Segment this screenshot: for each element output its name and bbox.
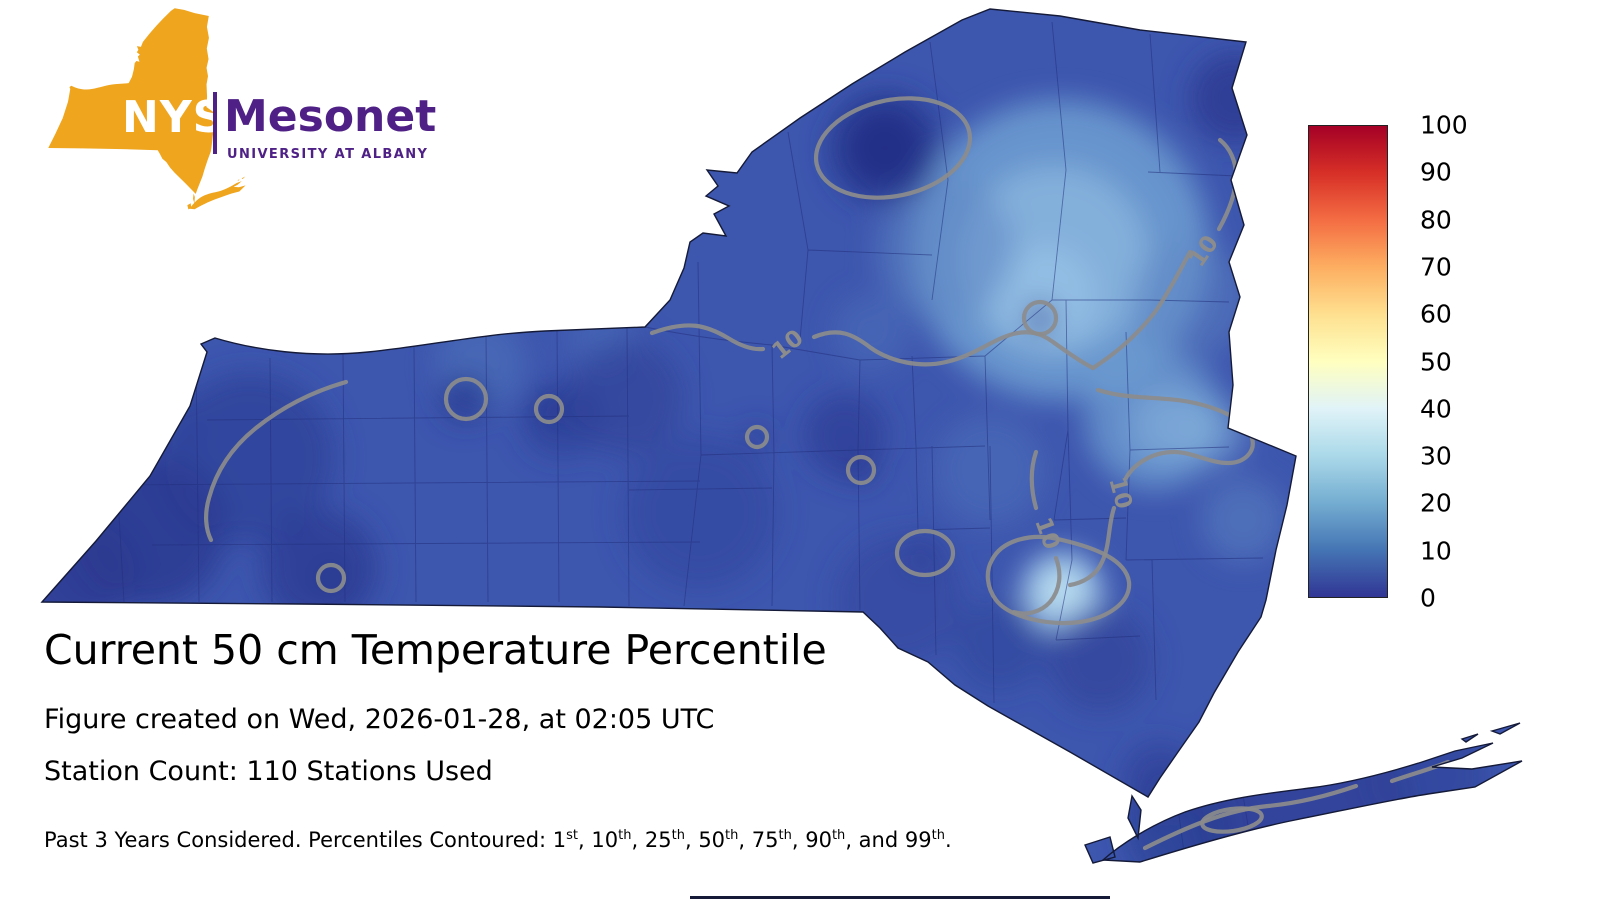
- colorbar-tick-60: 60: [1420, 299, 1452, 329]
- footer-ordinal-base: 75: [751, 828, 779, 852]
- page-title: Current 50 cm Temperature Percentile: [44, 626, 827, 674]
- colorbar-tick-50: 50: [1420, 347, 1452, 377]
- footer-ordinal-sup: th: [725, 828, 739, 843]
- footer-separator: ,: [684, 828, 699, 852]
- footer-ordinal-sup: th: [618, 828, 632, 843]
- logo-university-text: UNIVERSITY AT ALBANY: [227, 147, 429, 162]
- colorbar-tick-30: 30: [1420, 441, 1452, 471]
- footer-separator: .: [944, 828, 952, 852]
- footer-prefix: Past 3 Years Considered. Percentiles Con…: [44, 828, 553, 852]
- colorbar-tick-0: 0: [1420, 583, 1436, 613]
- colorbar-tick-10: 10: [1420, 536, 1452, 566]
- footer-ordinal-sup: st: [566, 828, 579, 843]
- footer-ordinal: 1st,: [553, 828, 592, 852]
- footer-ordinal-base: 10: [591, 828, 619, 852]
- footer-ordinal-sup: th: [931, 828, 945, 843]
- footer-ordinal: 75th,: [752, 828, 805, 852]
- logo-mesonet-text: Mesonet: [224, 91, 437, 142]
- footer-separator: ,: [578, 828, 592, 852]
- logo-nys-text: NYS: [122, 92, 226, 143]
- footer-ordinal: 25th,: [645, 828, 698, 852]
- colorbar-gradient: [1308, 125, 1388, 598]
- footer-ordinal: 10th,: [591, 828, 644, 852]
- footer-separator: , and: [845, 828, 905, 852]
- colorbar-tick-20: 20: [1420, 488, 1452, 518]
- figure-created-line: Figure created on Wed, 2026-01-28, at 02…: [44, 704, 715, 735]
- footer-ordinal-sup: th: [671, 828, 685, 843]
- footer-ordinal: 99th.: [905, 828, 952, 852]
- station-count-line: Station Count: 110 Stations Used: [44, 756, 493, 787]
- colorbar-tick-40: 40: [1420, 394, 1452, 424]
- footer-note: Past 3 Years Considered. Percentiles Con…: [44, 828, 952, 852]
- colorbar-tick-90: 90: [1420, 157, 1452, 187]
- logo-divider: [213, 92, 217, 154]
- colorbar-tick-80: 80: [1420, 205, 1452, 235]
- footer-ordinal-sup: th: [778, 828, 792, 843]
- percentile-contours: [204, 96, 1451, 851]
- footer-ordinal-base: 99: [904, 828, 932, 852]
- colorbar-tick-100: 100: [1420, 110, 1468, 140]
- footer-ordinal: 90th, and: [805, 828, 905, 852]
- footer-ordinal-sup: th: [831, 828, 846, 843]
- footer-ordinal-base: 50: [698, 828, 726, 852]
- footer-ordinal-base: 90: [805, 828, 832, 852]
- colorbar-tick-70: 70: [1420, 252, 1452, 282]
- footer-ordinal: 50th,: [698, 828, 751, 852]
- colorbar: 100 90 80 70 60 50 40 30 20 10 0: [1308, 113, 1508, 611]
- footer-separator: ,: [738, 828, 752, 852]
- bottom-crop-line: [690, 896, 1110, 899]
- footer-ordinal-base: 1: [552, 828, 567, 852]
- footer-separator: ,: [631, 828, 645, 852]
- county-boundaries: [117, 21, 1264, 853]
- footer-separator: ,: [791, 828, 806, 852]
- footer-ordinal-base: 25: [644, 828, 672, 852]
